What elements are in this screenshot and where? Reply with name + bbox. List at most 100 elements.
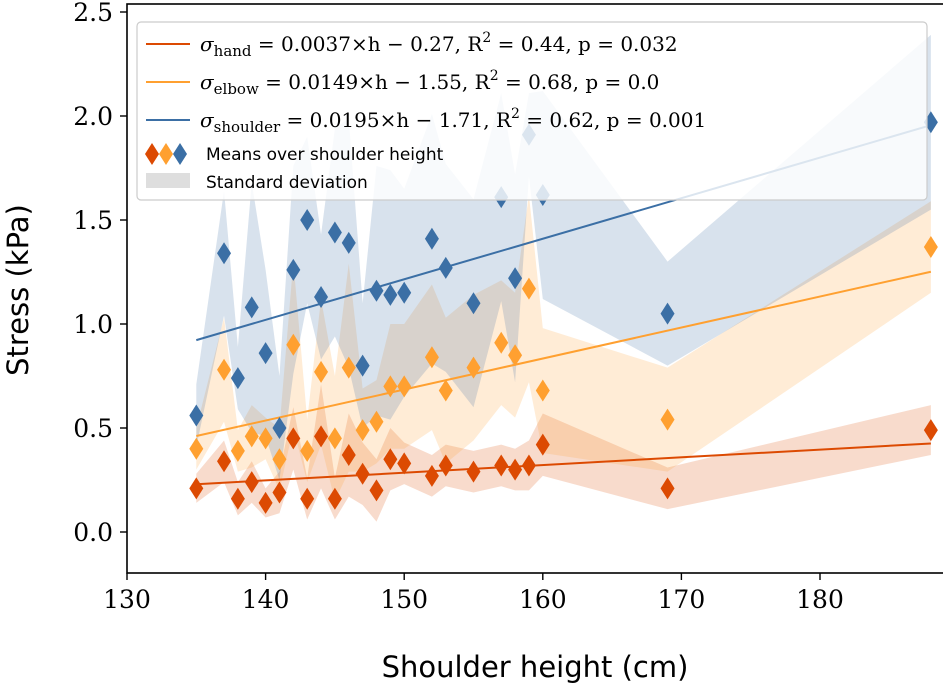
x-tick-label: 180: [796, 585, 844, 614]
shoulder-mean-point: [217, 242, 232, 265]
shoulder-mean-point: [355, 354, 370, 377]
elbow-mean-point: [341, 356, 356, 379]
shoulder-mean-point: [286, 258, 301, 281]
elbow-mean-point: [272, 448, 287, 471]
hand-mean-point: [341, 444, 356, 467]
elbow-mean-point: [466, 356, 481, 379]
elbow-mean-point: [535, 379, 550, 402]
elbow-mean-point: [189, 437, 204, 460]
hand-fit-line: [196, 442, 931, 486]
hand-mean-point: [397, 452, 412, 475]
shoulder-mean-point: [397, 281, 412, 304]
hand-mean-point: [327, 487, 342, 510]
shoulder-mean-point: [244, 296, 259, 319]
hand-mean-point: [521, 454, 536, 477]
hand-mean-point: [383, 448, 398, 471]
shoulder-mean-point: [230, 367, 245, 390]
legend: σhand = 0.0037×h − 0.27, R2 = 0.44, p = …: [136, 21, 928, 201]
shoulder-mean-point: [438, 256, 453, 279]
y-tick-label: 0.0: [73, 518, 113, 547]
elbow-mean-point: [521, 277, 536, 300]
legend-std-label: Standard deviation: [206, 173, 368, 193]
hand-mean-point: [272, 481, 287, 504]
hand-mean-point: [660, 477, 675, 500]
axes-frame: [126, 3, 943, 574]
hand-mean-point: [494, 454, 509, 477]
elbow-mean-point: [244, 425, 259, 448]
shoulder-mean-point: [369, 279, 384, 302]
elbow-mean-point: [923, 236, 938, 259]
y-axis-label: Stress (kPa): [1, 204, 35, 376]
shoulder-mean-point: [508, 267, 523, 290]
elbow-mean-point: [397, 375, 412, 398]
elbow-mean-point: [258, 427, 273, 450]
elbow-mean-point: [508, 344, 523, 367]
shoulder-mean-point: [660, 302, 675, 325]
elbow-mean-point: [300, 439, 315, 462]
elbow-legend-label: σelbow = 0.0149×h − 1.55, R2 = 0.68, p =…: [200, 68, 659, 98]
shoulder-mean-point: [424, 227, 439, 250]
shoulder-mean-point: [314, 285, 329, 308]
shoulder-mean-point: [327, 221, 342, 244]
elbow-mean-point: [230, 439, 245, 462]
hand-mean-point: [189, 477, 204, 500]
hand-mean-point: [355, 462, 370, 485]
hand-legend-label: σhand = 0.0037×h − 0.27, R2 = 0.44, p = …: [200, 30, 678, 60]
elbow-mean-point: [327, 427, 342, 450]
y-axis-ticks: 0.0 0.5 1.0 1.5 2.0 2.5: [73, 0, 127, 547]
hand-mean-point: [535, 433, 550, 456]
legend-std-swatch: [146, 173, 190, 188]
legend-box: [136, 21, 928, 201]
y-tick-label: 2.0: [73, 102, 113, 131]
shoulder-mean-point: [258, 342, 273, 365]
x-tick-label: 170: [658, 585, 706, 614]
elbow-fit-line: [196, 270, 932, 437]
hand-mean-point: [217, 450, 232, 473]
y-tick-label: 1.0: [73, 310, 113, 339]
legend-means-marker: [159, 143, 173, 165]
shoulder-mean-point: [300, 209, 315, 231]
x-tick-label: 130: [103, 585, 151, 614]
elbow-mean-point: [383, 375, 398, 398]
shoulder-mean-point: [383, 283, 398, 306]
y-tick-label: 1.5: [73, 206, 113, 235]
hand-mean-point: [438, 454, 453, 477]
elbow-mean-point: [660, 408, 675, 431]
hand-mean-point: [258, 491, 273, 514]
shoulder-mean-point: [272, 417, 287, 439]
shoulder-mean-point: [466, 292, 481, 315]
hand-mean-point: [230, 487, 245, 510]
elbow-mean-point: [355, 419, 370, 442]
elbow-mean-point: [424, 346, 439, 369]
shoulder-legend-label: σshoulder = 0.0195×h − 1.71, R2 = 0.62, …: [200, 106, 706, 136]
shoulder-std-band: [196, 34, 931, 480]
hand-mean-point: [314, 425, 329, 448]
legend-means-marker: [173, 143, 187, 165]
elbow-mean-point: [438, 379, 453, 402]
shoulder-mean-point: [189, 404, 204, 427]
hand-mean-point: [286, 427, 301, 450]
x-tick-label: 160: [519, 585, 567, 614]
elbow-mean-point: [369, 410, 384, 433]
legend-means-label: Means over shoulder height: [206, 145, 444, 165]
legend-means-marker: [145, 143, 159, 165]
x-tick-label: 140: [242, 585, 290, 614]
elbow-mean-point: [217, 358, 232, 381]
y-tick-label: 0.5: [73, 414, 113, 443]
hand-mean-point: [300, 487, 315, 510]
x-axis-label: Shoulder height (cm): [382, 650, 689, 684]
hand-mean-point: [466, 460, 481, 483]
hand-mean-point: [369, 479, 384, 502]
y-tick-label: 2.5: [73, 0, 113, 27]
shoulder-mean-point: [341, 231, 356, 254]
hand-mean-point: [923, 419, 938, 442]
x-tick-label: 150: [380, 585, 428, 614]
elbow-mean-point: [286, 333, 301, 356]
elbow-mean-point: [314, 360, 329, 383]
hand-mean-point: [424, 464, 439, 487]
x-axis-ticks: 130 140 150 160 170 180: [103, 573, 844, 614]
hand-mean-point: [244, 471, 259, 494]
hand-mean-point: [508, 458, 523, 481]
elbow-mean-point: [494, 331, 509, 354]
